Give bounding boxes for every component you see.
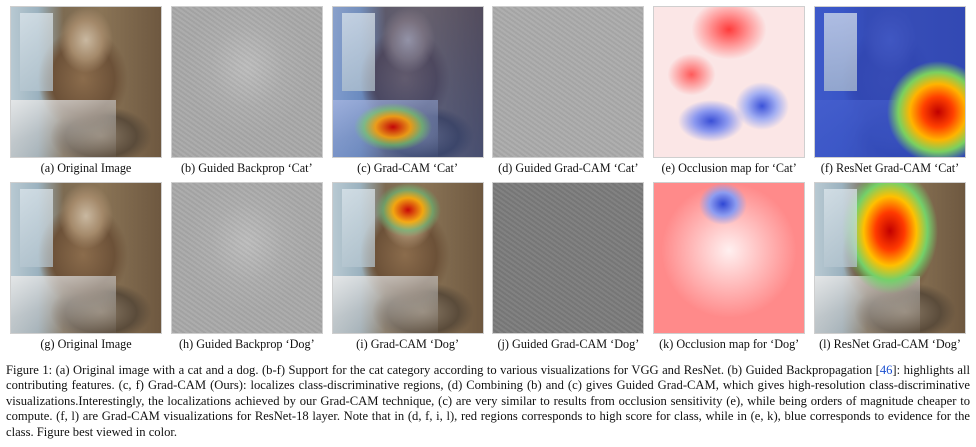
guided-grad-cam-panel xyxy=(492,6,645,158)
guided-backprop-panel xyxy=(170,6,323,158)
original-image-panel xyxy=(10,6,162,158)
panel-caption: (c) Grad-CAM ‘Cat’ xyxy=(357,161,459,175)
grad-cam-panel xyxy=(331,182,484,334)
figure-row-dog: (g) Original Image (h) Guided Backprop ‘… xyxy=(6,182,970,352)
guided-grad-cam-panel xyxy=(492,182,645,334)
caption-text-start: Figure 1: (a) Original image with a cat … xyxy=(6,363,880,377)
figure-grid: (a) Original Image (b) Guided Backprop ‘… xyxy=(6,6,970,352)
panel-caption: (h) Guided Backprop ‘Dog’ xyxy=(178,337,315,351)
panel-caption: (a) Original Image xyxy=(40,161,132,175)
citation-link[interactable]: 46 xyxy=(879,363,893,377)
panel-k: (k) Occlusion map for ‘Dog’ xyxy=(649,182,809,352)
panel-caption: (i) Grad-CAM ‘Dog’ xyxy=(356,337,460,351)
original-image-panel xyxy=(10,182,162,334)
panel-f: (f) ResNet Grad-CAM ‘Cat’ xyxy=(810,6,970,176)
resnet-grad-cam-panel xyxy=(813,182,966,334)
occlusion-map-panel xyxy=(653,182,806,334)
panel-d: (d) Guided Grad-CAM ‘Cat’ xyxy=(488,6,648,176)
guided-backprop-panel xyxy=(170,182,323,334)
panel-a: (a) Original Image xyxy=(6,6,166,176)
caption-text-end: ]: highlights all contributing features.… xyxy=(6,363,970,439)
panel-caption: (g) Original Image xyxy=(40,337,132,351)
panel-caption: (k) Occlusion map for ‘Dog’ xyxy=(659,337,800,351)
figure-caption: Figure 1: (a) Original image with a cat … xyxy=(6,363,970,440)
panel-j: (j) Guided Grad-CAM ‘Dog’ xyxy=(488,182,648,352)
panel-g: (g) Original Image xyxy=(6,182,166,352)
grad-cam-panel xyxy=(331,6,484,158)
panel-caption: (d) Guided Grad-CAM ‘Cat’ xyxy=(498,161,639,175)
panel-caption: (b) Guided Backprop ‘Cat’ xyxy=(180,161,313,175)
panel-i: (i) Grad-CAM ‘Dog’ xyxy=(328,182,488,352)
panel-caption: (l) ResNet Grad-CAM ‘Dog’ xyxy=(819,337,961,351)
occlusion-map-panel xyxy=(653,6,806,158)
panel-e: (e) Occlusion map for ‘Cat’ xyxy=(649,6,809,176)
panel-caption: (j) Guided Grad-CAM ‘Dog’ xyxy=(497,337,640,351)
panel-c: (c) Grad-CAM ‘Cat’ xyxy=(328,6,488,176)
panel-caption: (f) ResNet Grad-CAM ‘Cat’ xyxy=(820,161,960,175)
resnet-grad-cam-panel xyxy=(813,6,966,158)
panel-l: (l) ResNet Grad-CAM ‘Dog’ xyxy=(810,182,970,352)
panel-h: (h) Guided Backprop ‘Dog’ xyxy=(167,182,327,352)
panel-b: (b) Guided Backprop ‘Cat’ xyxy=(167,6,327,176)
figure-row-cat: (a) Original Image (b) Guided Backprop ‘… xyxy=(6,6,970,176)
panel-caption: (e) Occlusion map for ‘Cat’ xyxy=(661,161,797,175)
